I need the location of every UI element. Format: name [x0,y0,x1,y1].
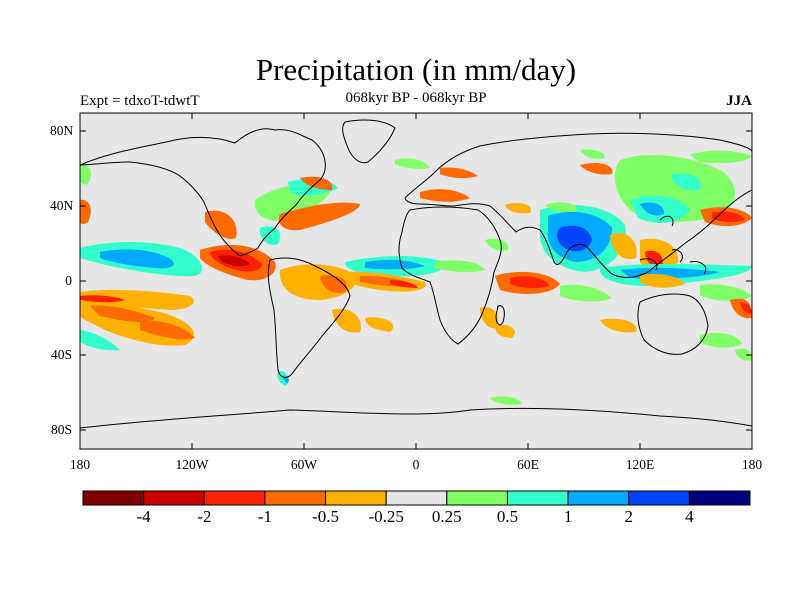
lon-label-120w: 120W [175,457,209,472]
chart-subtitle: 068kyr BP - 068kyr BP [345,90,487,106]
anomaly-blob [80,295,125,303]
colorbar-tick-label: -0.5 [312,507,339,526]
anomaly-blob [90,305,155,323]
anomaly-blob [560,284,612,302]
lon-label-120e: 120E [625,457,655,472]
lon-label-180w: 180 [69,457,91,472]
anomaly-blob [395,158,430,169]
colorbar-swatch [82,490,145,506]
colorbar-tick-label: -4 [136,507,151,526]
coastline-madagascar [495,305,505,326]
lat-label-equator: 0 [65,273,72,288]
anomaly-blob [545,202,578,213]
colorbar-swatch [628,490,690,506]
lon-label-60w: 60W [290,457,318,472]
coastline-australia [637,293,709,355]
colorbar-tick-label: 2 [624,507,633,526]
colorbar-swatch [688,490,751,506]
colorbar-tick-label: 1 [563,507,573,526]
colorbar-swatch [143,490,205,506]
coastline-greenland [342,119,396,164]
anomaly-blob [700,332,742,348]
anomaly-blob [735,348,752,361]
anomaly-blob [218,255,250,267]
anomaly-blob [690,150,752,164]
colorbar-swatch [325,490,387,506]
coastline-africa [398,206,502,345]
lat-label-40n: 40N [50,198,74,213]
experiment-label: Expt = tdxoT-tdwtT [80,93,200,109]
colorbar-swatch [264,490,327,506]
colorbar-tick-label: -2 [197,507,212,526]
anomaly-blob [100,249,174,269]
colorbar-tick-label: 0.5 [496,507,519,526]
anomaly-blob [600,318,637,333]
coastline-antarctica [80,407,752,429]
lon-label-0: 0 [412,457,420,472]
anomaly-blob [505,202,531,214]
anomaly-blob [495,324,515,338]
colorbar-swatch [506,490,569,506]
coastline-north-america [80,128,326,257]
coastline-eurasia [404,132,752,279]
coastlines [80,119,752,429]
chart-title: Precipitation (in mm/day) [255,52,577,87]
anomaly-blob [365,259,425,270]
lat-label-80n: 80N [50,123,74,138]
anomaly-blob [365,317,394,332]
anomaly-blob [80,330,120,351]
anomaly-blob [700,284,752,302]
colorbar-swatch [446,490,508,506]
colorbar-swatch [385,490,448,506]
anomaly-blob [740,302,752,314]
anomaly-blob [320,275,348,294]
coastline-islands [639,215,707,275]
lat-label-80s: 80S [50,422,72,437]
anomaly-blob [205,210,237,239]
anomaly-blob [730,298,752,319]
lat-label-40s: 40S [50,347,72,362]
anomaly-blob [259,226,281,245]
anomaly-blob [485,238,509,251]
anomaly-blob [80,289,194,310]
anomaly-blob [580,149,605,159]
lon-label-180e: 180 [741,457,763,472]
colorbar-tick-label: 4 [685,507,694,526]
anomaly-blob [510,276,550,289]
anomaly-blob [580,163,613,175]
precip-anomaly-field [80,149,752,405]
axis-ticks [80,113,752,449]
colorbar-tick-label: 0.25 [431,507,462,526]
anomaly-blob [420,189,470,202]
anomaly-blob [440,167,478,179]
lon-label-60e: 60E [517,457,539,472]
anomaly-blob [80,163,91,185]
anomaly-blob [490,396,522,405]
anomaly-blob [610,232,637,260]
anomaly-blob [435,260,485,273]
colorbar [82,490,751,506]
anomaly-blob [640,202,665,216]
anomaly-blob [645,250,663,268]
colorbar-tick-label: -0.25 [368,507,404,526]
anomaly-blob [640,274,685,288]
colorbar-swatch [567,490,630,506]
anomaly-blob [278,202,360,231]
anomaly-blob [480,307,498,329]
coastline-south-america [267,257,351,378]
colorbar-swatch [203,490,266,506]
colorbar-tick-label: -1 [257,507,272,526]
season-label: JJA [726,93,752,109]
anomaly-blob [390,280,418,288]
anomaly-blob [670,173,701,191]
anomaly-blob [140,320,195,340]
